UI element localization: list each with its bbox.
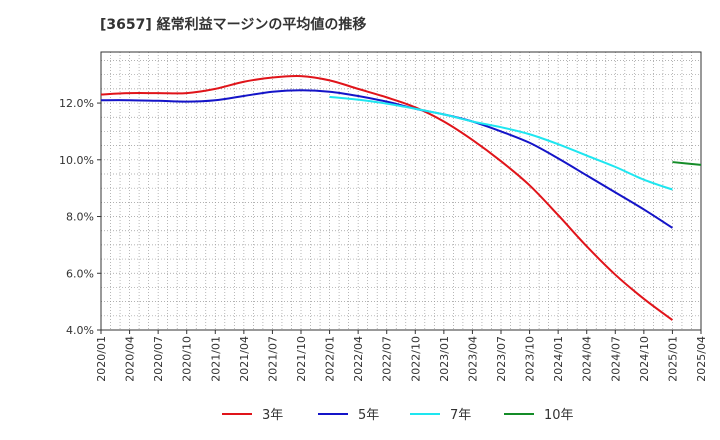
x-tick-label: 2025/01 bbox=[666, 336, 679, 382]
y-tick-label: 6.0% bbox=[66, 267, 94, 280]
x-tick-label: 2024/04 bbox=[581, 336, 594, 382]
x-tick-label: 2022/10 bbox=[409, 336, 422, 382]
legend-label-4: 10年 bbox=[544, 408, 574, 423]
x-tick-label: 2020/01 bbox=[95, 336, 108, 382]
x-axis: 2020/01 2020/04 2020/07 2020/10 2021/01 2021/… bbox=[95, 330, 708, 382]
legend-label-2: 5年 bbox=[358, 408, 379, 423]
y-tick-label: 12.0% bbox=[59, 97, 94, 110]
series-line-1 bbox=[100, 74, 674, 321]
x-tick-label: 2023/04 bbox=[466, 336, 479, 382]
x-tick-label: 2021/04 bbox=[238, 336, 251, 382]
x-tick-label: 2025/04 bbox=[695, 336, 708, 382]
series-line-4 bbox=[672, 161, 702, 166]
x-tick-label: 2020/10 bbox=[181, 336, 194, 382]
x-tick-label: 2024/01 bbox=[552, 336, 565, 382]
x-tick-label: 2022/01 bbox=[324, 336, 337, 382]
x-tick-label: 2024/10 bbox=[638, 336, 651, 382]
y-tick-label: 4.0% bbox=[66, 324, 94, 337]
series-lines bbox=[100, 74, 702, 321]
x-tick-label: 2021/07 bbox=[266, 336, 279, 382]
series-line-3 bbox=[329, 95, 673, 191]
x-tick-label: 2020/04 bbox=[124, 336, 137, 382]
x-tick-label: 2023/10 bbox=[524, 336, 537, 382]
grid-lines bbox=[101, 52, 701, 330]
x-tick-label: 2022/07 bbox=[381, 336, 394, 382]
legend: 3年 5年 7年 10年 bbox=[222, 408, 574, 423]
legend-label-1: 3年 bbox=[262, 408, 283, 423]
x-tick-label: 2024/07 bbox=[609, 336, 622, 382]
x-tick-label: 2022/04 bbox=[352, 336, 365, 382]
x-tick-label: 2020/07 bbox=[152, 336, 165, 382]
legend-label-3: 7年 bbox=[450, 408, 471, 423]
chart-title: [3657] 経常利益マージンの平均値の推移 bbox=[100, 17, 367, 33]
x-tick-label: 2023/07 bbox=[495, 336, 508, 382]
x-tick-label: 2021/10 bbox=[295, 336, 308, 382]
y-tick-label: 8.0% bbox=[66, 211, 94, 224]
y-axis: 4.0% 6.0% 8.0% 10.0% 12.0% bbox=[59, 97, 101, 337]
series-line-2 bbox=[100, 89, 673, 229]
x-tick-label: 2023/01 bbox=[438, 336, 451, 382]
plot-area bbox=[100, 51, 702, 331]
y-tick-label: 10.0% bbox=[59, 154, 94, 167]
x-tick-label: 2021/01 bbox=[209, 336, 222, 382]
